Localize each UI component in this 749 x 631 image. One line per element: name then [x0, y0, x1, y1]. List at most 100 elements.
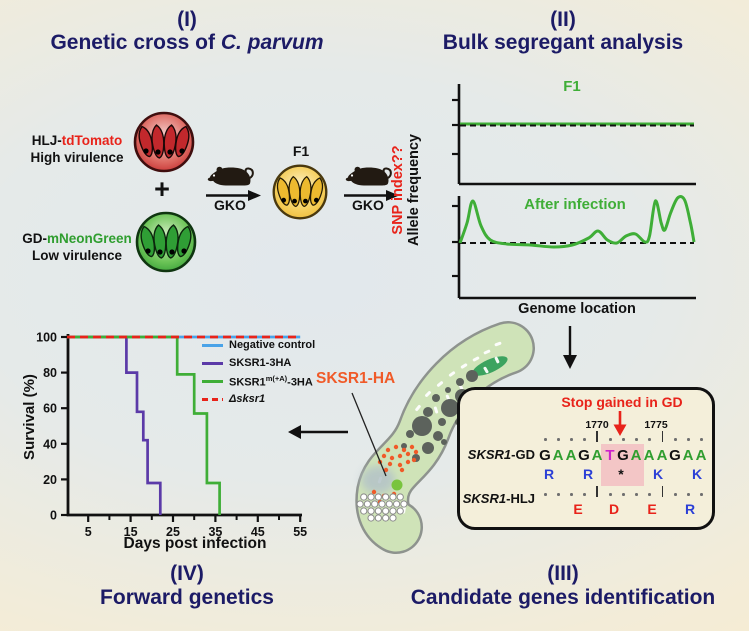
legend-label: Negative control — [229, 339, 316, 351]
gko-label-1: GKO — [214, 197, 246, 213]
legend-item: Negative control — [202, 336, 315, 354]
oocyst-green-icon — [135, 211, 197, 273]
granule-cell — [382, 507, 390, 515]
panel2-title: Bulk segregant analysis — [442, 31, 684, 54]
survival-ylabel: Survival (%) — [21, 374, 38, 460]
panel1-title: Genetic cross of C. parvum — [17, 31, 357, 55]
position-1775: 1775 — [644, 419, 668, 431]
granule-cell — [396, 507, 404, 515]
sksr1-ha-label: SKSR1-HA — [316, 370, 396, 387]
bsa-xlabel: Genome location — [518, 301, 636, 317]
y-tick-label: 100 — [36, 331, 57, 345]
parent1-virulence: High virulence — [30, 150, 124, 165]
granule-cell — [371, 500, 379, 508]
stop-codon-highlight — [601, 444, 644, 486]
stop-gained-label: Stop gained in GD — [561, 394, 683, 410]
refractile-body — [391, 479, 403, 491]
granule-cell — [367, 514, 375, 522]
granule-cell — [382, 514, 390, 522]
parent2-label: GD-mNeonGreen — [14, 231, 140, 247]
parent1-label: HLJ-tdTomato — [18, 133, 136, 149]
nucleus — [361, 466, 395, 494]
sksr1-hlj-row-label: SKSR1-HLJ — [452, 491, 535, 506]
y-tick-label: 60 — [43, 402, 57, 416]
plus-sign: + — [154, 174, 170, 204]
survival-xlabel: Days post infection — [123, 535, 267, 552]
gko-arrow-1 — [206, 190, 261, 201]
panel1-number: (I) — [177, 8, 197, 31]
parent2-reporter: mNeonGreen — [46, 231, 132, 246]
panel4-title: Forward genetics — [100, 586, 274, 609]
panel2-number: (II) — [550, 8, 576, 31]
bsa-chart1-title: F1 — [563, 78, 581, 95]
x-tick-label: 5 — [85, 525, 92, 539]
granule-cell — [360, 507, 368, 515]
y-tick-label: 40 — [43, 437, 57, 451]
survival-curve-SKSR1 — [67, 335, 221, 515]
stop-arrow-icon — [613, 411, 627, 436]
sporozoite-illustration — [351, 321, 535, 554]
parent1-reporter: tdTomato — [61, 133, 123, 148]
panel3-title: Candidate genes identification — [410, 586, 716, 609]
bsa-ylabel-allele-frequency: Allele frequency — [406, 134, 422, 247]
oocyst-f1-icon — [272, 164, 328, 220]
granule-cell — [389, 514, 397, 522]
candidate-gene-box — [457, 387, 715, 530]
granule-cell — [367, 493, 375, 501]
legend-label: SKSR1m(+A)-3HA — [229, 373, 313, 389]
panel1-title-pre: Genetic cross of — [50, 31, 221, 54]
granule-cell — [389, 507, 397, 515]
gko-label-2: GKO — [352, 197, 384, 213]
bsa-ylabel-snp-index: SNP index?? — [390, 145, 406, 235]
gko-arrow-2 — [344, 190, 399, 201]
legend-item: SKSR1-3HA — [202, 354, 315, 372]
position-1770: 1770 — [585, 419, 609, 431]
granule-cell — [374, 514, 382, 522]
sksr1-gd-suffix: -GD — [511, 447, 535, 462]
bsa-chart-after-infection — [452, 195, 696, 300]
granule-cell — [396, 493, 404, 501]
granule-cell — [389, 493, 397, 501]
granule-cell — [374, 493, 382, 501]
panel4-number: (IV) — [170, 562, 204, 585]
legend-line-sample — [202, 343, 223, 347]
y-tick-label: 80 — [43, 366, 57, 380]
legend-label: Δsksr1 — [229, 393, 265, 405]
granule-cell — [393, 500, 401, 508]
panel1-title-species: C. parvum — [220, 31, 324, 54]
survival-curve-SKSR1-3HA — [67, 335, 162, 515]
granule-cell — [367, 507, 375, 515]
y-tick-label: 20 — [43, 473, 57, 487]
legend-label: SKSR1-3HA — [229, 357, 292, 369]
parent1-strain: HLJ- — [31, 133, 62, 148]
mouse-icon-2 — [345, 166, 392, 186]
legend-item: SKSR1m(+A)-3HA — [202, 372, 315, 390]
x-tick-label: 25 — [166, 525, 180, 539]
legend-line-sample — [202, 397, 223, 401]
granule-cell — [360, 493, 368, 501]
amylopectin-granules — [356, 493, 408, 522]
granule-cell — [356, 500, 364, 508]
after-infection-allele-frequency-curve — [458, 195, 696, 249]
sksr1-ha-pointer-line — [351, 392, 387, 477]
f1-label: F1 — [292, 143, 310, 159]
mouse-icon — [207, 166, 254, 186]
sksr1-ha-puncta — [371, 444, 419, 507]
bsa-chart-f1 — [452, 84, 696, 186]
x-tick-label: 35 — [208, 525, 222, 539]
granule-cell — [374, 507, 382, 515]
parent2-virulence: Low virulence — [31, 248, 123, 263]
granule-cell — [363, 500, 371, 508]
sksr1-hlj-gene: SKSR1 — [462, 491, 507, 506]
sksr1-gd-row-label: SKSR1-GD — [455, 447, 535, 462]
y-tick-label: 0 — [50, 509, 57, 523]
arrow-down-icon — [563, 326, 577, 369]
granule-cell — [378, 500, 386, 508]
granule-cell — [400, 500, 408, 508]
bsa-chart2-title: After infection — [524, 196, 626, 213]
sksr1-gd-gene: SKSR1 — [467, 447, 512, 462]
legend-item: Δsksr1 — [202, 390, 315, 408]
panel3-number: (III) — [547, 562, 579, 585]
sksr1-hlj-suffix: -HLJ — [506, 491, 535, 506]
